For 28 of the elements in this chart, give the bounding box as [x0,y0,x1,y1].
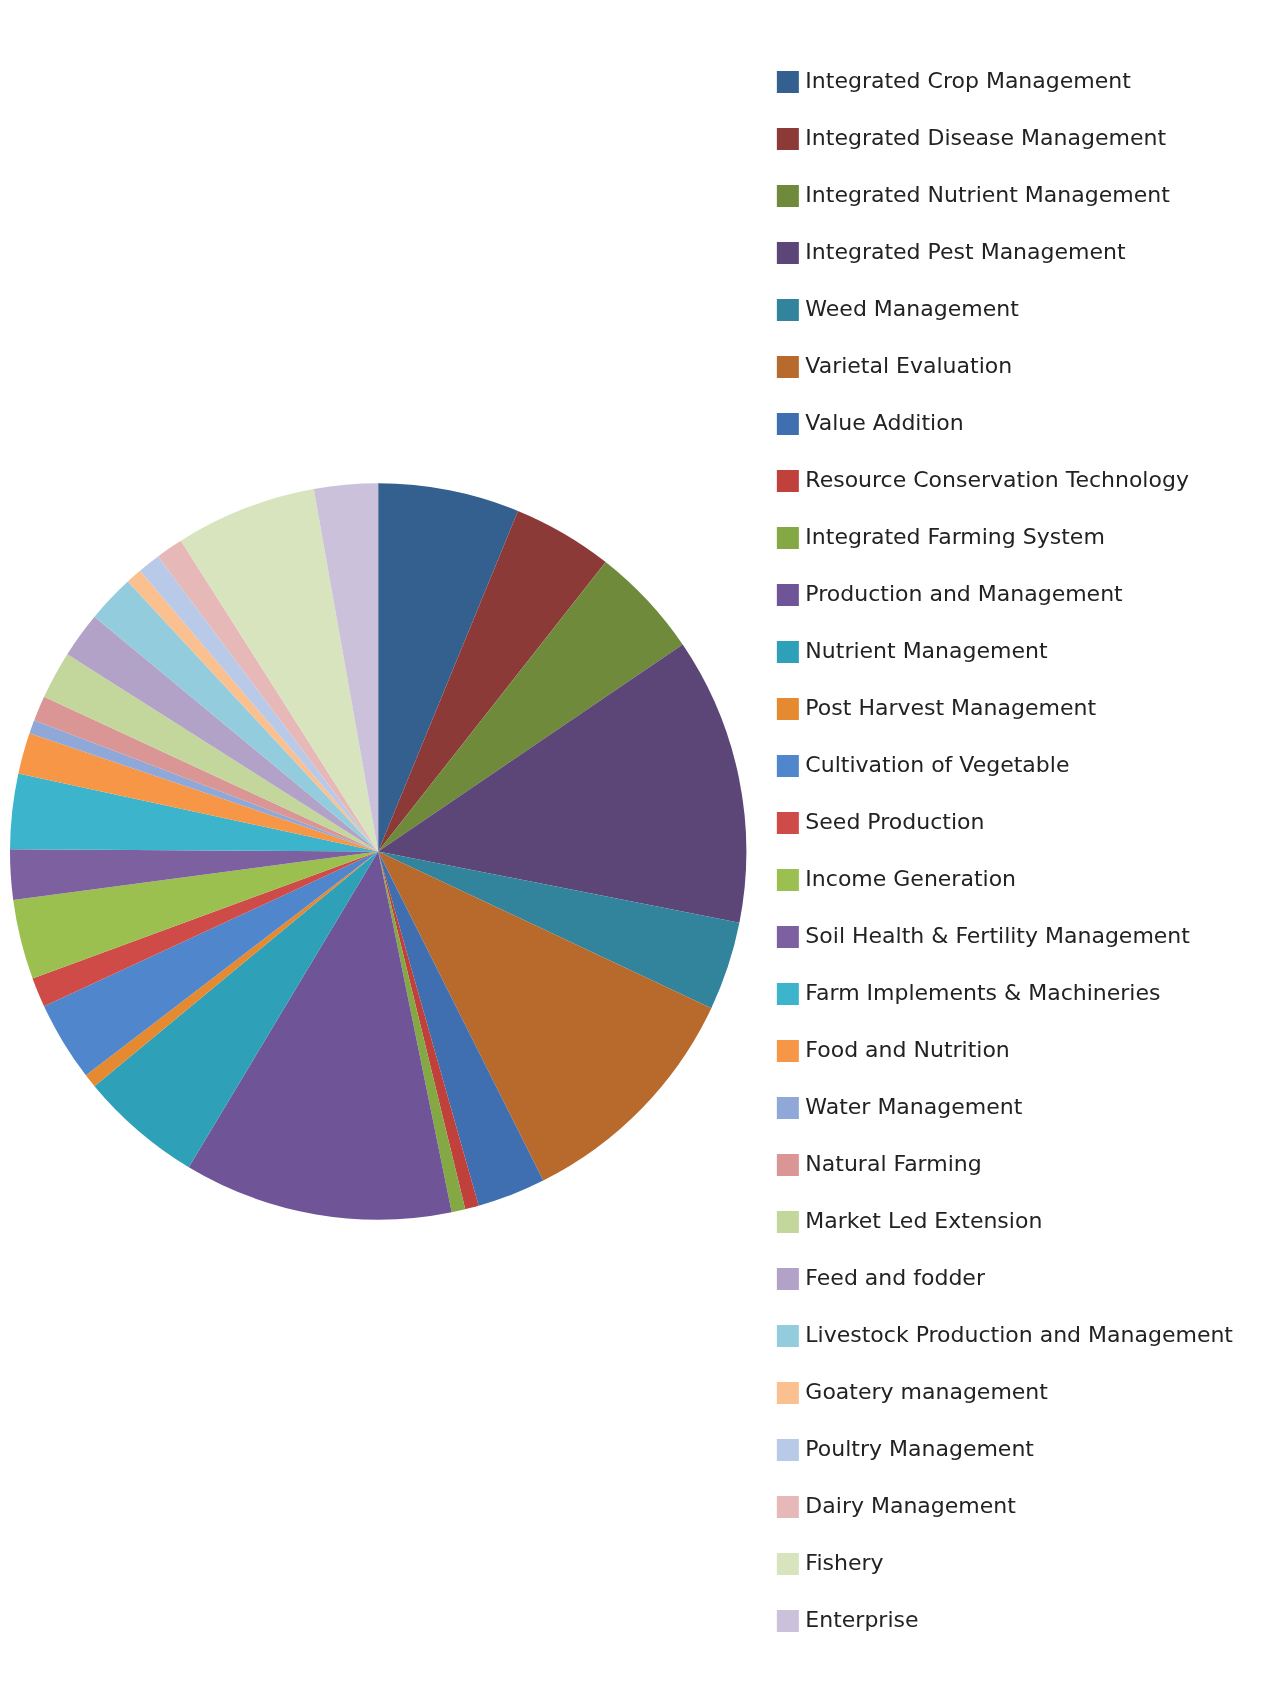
legend-label: Enterprise [805,1606,919,1632]
legend-label: Integrated Pest Management [805,238,1126,264]
legend-label: Farm Implements & Machineries [805,979,1161,1005]
legend-label: Dairy Management [805,1492,1017,1518]
legend-label: Water Management [805,1093,1023,1119]
legend-label: Natural Farming [805,1150,982,1176]
legend-label: Feed and fodder [805,1264,986,1290]
legend-label: Integrated Farming System [805,523,1105,549]
legend-label: Seed Production [805,808,985,834]
legend-label: Production and Management [805,580,1124,606]
legend-label: Post Harvest Management [805,694,1097,720]
legend-label: Resource Conservation Technology [805,466,1189,492]
legend-label: Value Addition [805,409,964,435]
legend-label: Livestock Production and Management [805,1321,1234,1347]
legend-label: Integrated Crop Management [805,67,1132,93]
legend-label: Fishery [805,1549,884,1575]
legend-label: Varietal Evaluation [805,352,1013,378]
legend-label: Nutrient Management [805,637,1048,663]
legend-label: Income Generation [805,865,1017,891]
legend-label: Integrated Disease Management [805,124,1167,150]
legend-label: Weed Management [805,295,1020,321]
legend-label: Market Led Extension [805,1207,1043,1233]
legend-label: Integrated Nutrient Management [805,181,1171,207]
legend-label: Cultivation of Vegetable [805,751,1070,777]
legend-label: Poultry Management [805,1435,1035,1461]
legend-label: Food and Nutrition [805,1036,1010,1062]
legend-label: Goatery management [805,1378,1049,1404]
legend-label: Soil Health & Fertility Management [805,922,1191,948]
